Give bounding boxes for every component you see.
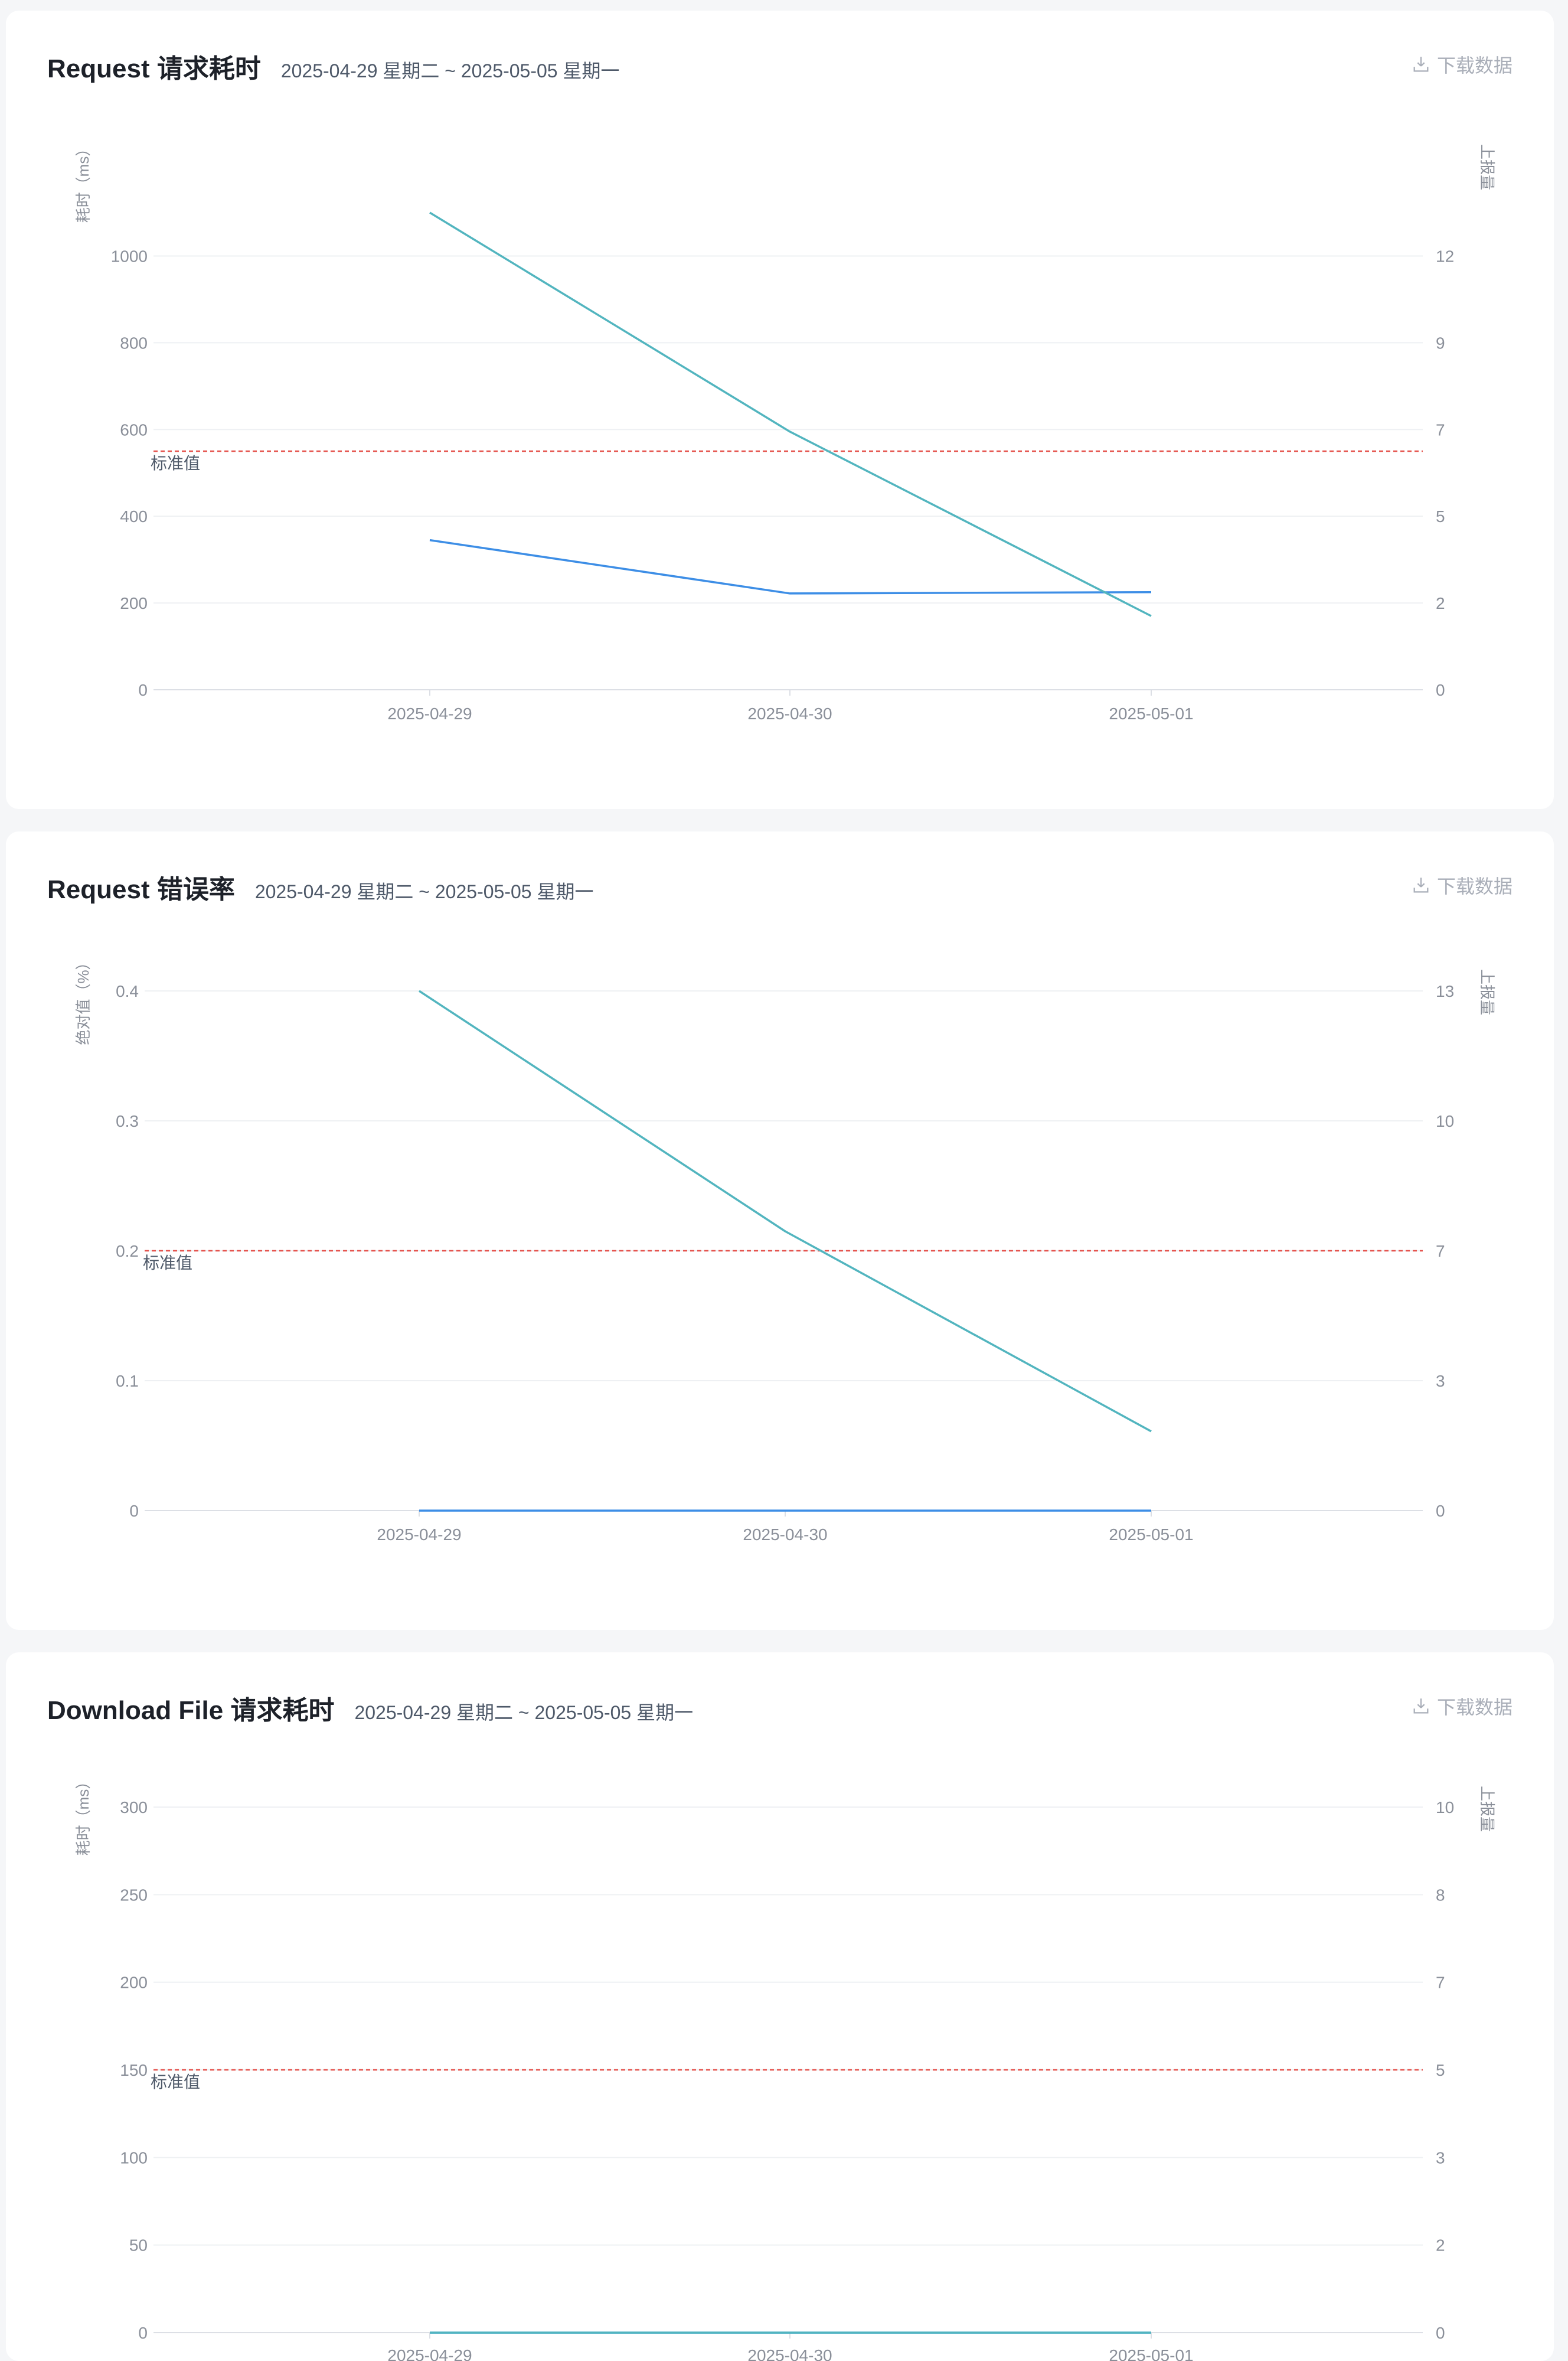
x-tick-label: 2025-04-30 — [747, 2346, 832, 2361]
y2-tick-label: 0 — [1436, 681, 1445, 699]
chart-card: Request 错误率 2025-04-29 星期二 ~ 2025-05-05 星… — [6, 831, 1554, 1630]
download-icon — [1413, 1698, 1429, 1714]
y2-tick-label: 9 — [1436, 334, 1445, 352]
date-range: 2025-04-29 星期二 ~ 2025-05-05 星期一 — [354, 1702, 694, 1723]
y2-tick-label: 2 — [1436, 594, 1445, 612]
y2-tick-label: 7 — [1436, 1974, 1445, 1992]
duration-series-line — [429, 539, 1152, 595]
chart-card: Request 请求耗时 2025-04-29 星期二 ~ 2025-05-05 … — [6, 11, 1554, 809]
y2-tick-label: 7 — [1436, 420, 1445, 439]
y-tick-label: 0 — [129, 1502, 139, 1520]
download-label: 下载数据 — [1436, 55, 1513, 76]
standard-value-label: 标准值 — [151, 454, 200, 472]
download-data-button[interactable]: 下载数据 — [1411, 1693, 1513, 1720]
download-data-button[interactable]: 下载数据 — [1411, 872, 1513, 899]
y2-tick-label: 13 — [1436, 982, 1454, 1000]
line-chart: 0 0 200 2 400 5 600 7 800 9 1000 12 耗时（ms） 上报量 2025-04… — [74, 141, 1496, 723]
y2-tick-label: 0 — [1436, 1502, 1445, 1520]
y-tick-label: 50 — [129, 2236, 148, 2255]
y2-tick-label: 8 — [1436, 1886, 1445, 1904]
date-range: 2025-04-29 星期二 ~ 2025-05-05 星期一 — [280, 60, 620, 81]
x-tick-label: 2025-05-01 — [1109, 705, 1193, 723]
x-tick-label: 2025-04-29 — [387, 2346, 472, 2361]
y-tick-label: 200 — [120, 594, 148, 612]
y-tick-label: 150 — [120, 2061, 148, 2079]
x-tick-label: 2025-04-30 — [743, 1525, 827, 1544]
y2-tick-label: 0 — [1436, 2324, 1445, 2342]
x-tick-label: 2025-05-01 — [1109, 2346, 1193, 2361]
y2-tick-label: 3 — [1436, 1372, 1445, 1390]
x-tick-label: 2025-04-29 — [377, 1525, 461, 1544]
download-icon — [1413, 878, 1429, 893]
y-tick-label: 400 — [120, 507, 148, 526]
y-axis-label: 耗时（ms） — [74, 141, 92, 223]
line-chart: 0 0 50 2 100 3 150 5 200 7 250 8 300 10 耗时（ms） 上报量 2025-… — [74, 1774, 1496, 2361]
y-tick-label: 0 — [138, 681, 148, 699]
date-range: 2025-04-29 星期二 ~ 2025-05-05 星期一 — [254, 881, 594, 902]
y-tick-label: 800 — [120, 334, 148, 352]
y2-tick-label: 5 — [1436, 507, 1445, 526]
y-tick-label: 0.1 — [116, 1372, 139, 1390]
y-tick-label: 1000 — [111, 247, 148, 265]
x-tick-label: 2025-05-01 — [1109, 1525, 1193, 1544]
y2-axis-label: 上报量 — [1478, 1786, 1496, 1832]
y-tick-label: 200 — [120, 1974, 148, 1992]
report-count-series-line — [429, 211, 1152, 617]
y2-tick-label: 10 — [1436, 1798, 1454, 1817]
chart-title: Request 请求耗时 2025-04-29 星期二 ~ 2025-05-05 … — [47, 54, 620, 83]
y-tick-label: 600 — [120, 420, 148, 439]
y2-tick-label: 10 — [1436, 1112, 1454, 1130]
y-tick-label: 250 — [120, 1886, 148, 1904]
y-tick-label: 0.3 — [116, 1112, 139, 1130]
report-count-series-line — [419, 990, 1152, 1433]
chart-title: Request 错误率 2025-04-29 星期二 ~ 2025-05-05 星… — [47, 875, 594, 904]
y2-tick-label: 3 — [1436, 2148, 1445, 2167]
standard-value-label: 标准值 — [151, 2073, 200, 2091]
y-tick-label: 100 — [120, 2148, 148, 2167]
y-tick-label: 0.4 — [116, 982, 139, 1000]
y-axis-label: 耗时（ms） — [74, 1774, 92, 1856]
y2-axis-label: 上报量 — [1478, 144, 1496, 190]
y2-axis-label: 上报量 — [1478, 969, 1496, 1015]
standard-value-label: 标准值 — [143, 1254, 192, 1272]
y-tick-label: 0 — [138, 2324, 148, 2342]
y2-tick-label: 7 — [1436, 1242, 1445, 1260]
y-axis-label: 绝对值（%） — [74, 954, 92, 1045]
line-chart: 0 0 0.1 3 0.2 7 0.3 10 0.4 13 绝对值（%） 上报量 2025-04-29 2… — [74, 954, 1496, 1544]
chart-card: Download File 请求耗时 2025-04-29 星期二 ~ 2025-… — [6, 1652, 1554, 2361]
download-label: 下载数据 — [1436, 1697, 1513, 1718]
download-icon — [1413, 57, 1429, 72]
y-tick-label: 0.2 — [116, 1242, 139, 1260]
x-tick-label: 2025-04-29 — [387, 705, 472, 723]
y2-tick-label: 5 — [1436, 2061, 1445, 2079]
download-label: 下载数据 — [1436, 876, 1513, 897]
chart-title: Download File 请求耗时 2025-04-29 星期二 ~ 2025-… — [47, 1696, 694, 1725]
y2-tick-label: 12 — [1436, 247, 1454, 265]
x-tick-label: 2025-04-30 — [747, 705, 832, 723]
download-data-button[interactable]: 下载数据 — [1411, 51, 1513, 78]
y2-tick-label: 2 — [1436, 2236, 1445, 2255]
y-tick-label: 300 — [120, 1798, 148, 1817]
